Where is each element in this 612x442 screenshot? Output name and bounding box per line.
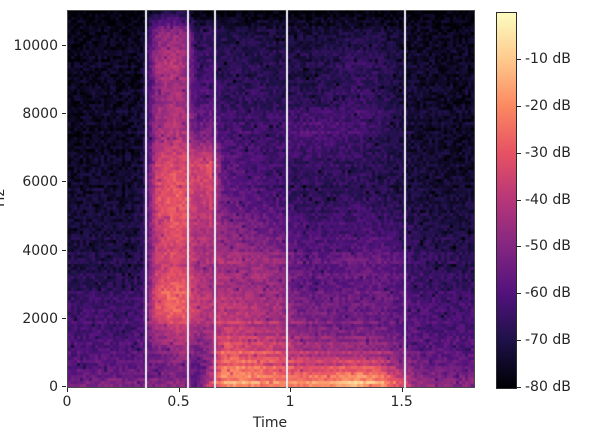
y-axis-tick-mark (62, 386, 66, 387)
colorbar-tick-label: -30 dB (525, 144, 571, 161)
x-axis-tick-label: 1.5 (390, 394, 413, 410)
y-axis-tick-mark (62, 317, 66, 319)
colorbar-tick-mark (517, 152, 521, 154)
colorbar-tick-mark (517, 340, 521, 342)
x-axis-tick-label: 0 (62, 394, 72, 410)
x-axis-tick-label: 0.5 (167, 394, 190, 410)
x-axis-tick-label: 1 (285, 394, 295, 410)
y-axis-tick-mark (62, 181, 66, 183)
colorbar-tick-label: -50 dB (525, 238, 571, 255)
colorbar-tick-label: -70 dB (525, 332, 571, 349)
y-axis-tick-label: 2000 (22, 310, 58, 327)
y-axis-tick-mark (62, 113, 66, 115)
spectrogram-heatmap-canvas (68, 11, 474, 387)
y-axis-tick-mark (62, 249, 66, 251)
y-axis-tick-label: 4000 (22, 242, 58, 259)
colorbar-tick-mark (517, 199, 521, 201)
x-axis-tick-mark (67, 388, 68, 392)
colorbar-tick-mark (517, 246, 521, 248)
colorbar-tick-label: -80 dB (525, 379, 571, 395)
colorbar (496, 12, 517, 389)
colorbar-tick-mark (517, 58, 521, 60)
colorbar-tick-label: -60 dB (525, 285, 571, 302)
colorbar-tick-mark (517, 387, 521, 388)
colorbar-tick-label: -10 dB (525, 50, 571, 67)
colorbar-tick-mark (517, 293, 521, 295)
y-axis-tick-label: 0 (49, 379, 58, 395)
x-axis-tick-mark (401, 388, 403, 392)
colorbar-tick-label: -20 dB (525, 97, 571, 114)
colorbar-tick-mark (517, 105, 521, 107)
plot-area (67, 10, 475, 388)
y-axis-tick-label: 10000 (13, 37, 58, 54)
segment-boundary-line (285, 10, 288, 388)
x-axis-label: Time (252, 415, 288, 431)
x-axis-tick-mark (290, 388, 292, 392)
segment-boundary-line (214, 10, 217, 388)
x-axis-tick-mark (178, 388, 180, 392)
y-axis-tick-mark (62, 44, 66, 46)
y-axis-tick-label: 6000 (22, 174, 58, 191)
colorbar-tick-label: -40 dB (525, 191, 571, 208)
y-axis-label: Hz (0, 189, 8, 207)
segment-boundary-line (187, 10, 190, 388)
segment-boundary-line (403, 10, 406, 388)
segment-boundary-line (145, 10, 148, 388)
y-axis-tick-label: 8000 (22, 106, 58, 123)
